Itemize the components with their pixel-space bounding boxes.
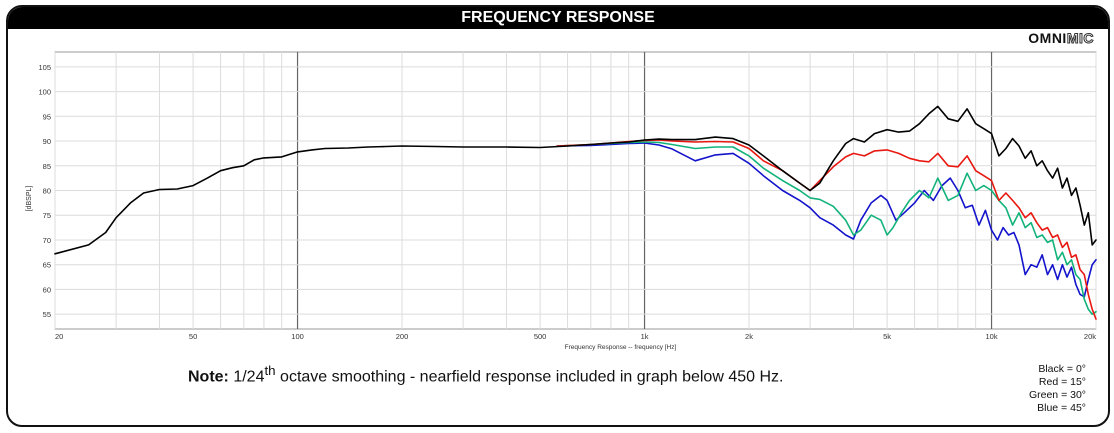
series-line-30deg: [556, 141, 1097, 315]
frequency-response-chart: 55 60 65 70 75 80 85 90 95 100 105 20 50 100 200 500 1k 2…: [26, 51, 1097, 351]
x-tick-label: 500: [534, 332, 547, 341]
x-tick-label: 1k: [641, 332, 649, 341]
y-tick-label: 80: [43, 187, 51, 196]
y-tick-label: 55: [43, 310, 51, 319]
logo-outline-text: MIC: [1066, 30, 1094, 47]
y-tick-label: 95: [43, 112, 51, 121]
note-text-pre: 1/24: [228, 368, 265, 386]
note-text: Note: 1/24th octave smoothing - nearfiel…: [188, 363, 783, 386]
legend-entry-blue: Blue = 45°: [1037, 402, 1086, 414]
series-line-0deg: [54, 105, 1097, 255]
x-tick-label: 50: [189, 332, 197, 341]
y-tick-label: 70: [43, 236, 51, 245]
y-tick-label: 100: [38, 88, 51, 97]
y-tick-label: 75: [43, 211, 51, 220]
y-tick-label: 85: [43, 162, 51, 171]
legend-entry-red: Red = 15°: [1038, 376, 1086, 388]
omnimic-logo: OMNIMIC: [1028, 30, 1094, 47]
series-line-15deg: [556, 139, 1097, 320]
y-tick-label: 60: [43, 285, 51, 294]
x-tick-label: 5k: [883, 332, 891, 341]
note-label: Note:: [188, 368, 229, 386]
y-tick-label: 65: [43, 261, 51, 270]
x-tick-label: 20: [55, 332, 63, 341]
x-axis-label: Frequency Response -- frequency [Hz]: [565, 344, 677, 351]
x-tick-label: 2k: [745, 332, 753, 341]
legend-entry-green: Green = 30°: [1028, 389, 1086, 401]
x-tick-label: 200: [396, 332, 409, 341]
x-tick-label: 10k: [985, 332, 997, 341]
y-axis-label: [dBSPL]: [26, 186, 33, 212]
y-tick-label: 90: [43, 137, 51, 146]
chart-frame: FREQUENCY RESPONSE OMNIMIC 55 60 65 70 75 80 8…: [6, 5, 1110, 427]
x-tick-label: 20k: [1084, 332, 1096, 341]
note-superscript: th: [264, 363, 276, 378]
logo-solid-text: OMNI: [1028, 30, 1067, 46]
note-text-post: octave smoothing - nearfield response in…: [275, 368, 784, 386]
y-tick-label: 105: [38, 63, 51, 72]
legend: Black = 0° Red = 15° Green = 30° Blue = …: [1029, 363, 1086, 415]
legend-entry-black: Black = 0°: [1038, 363, 1086, 375]
x-tick-label: 100: [291, 332, 304, 341]
chart-title: FREQUENCY RESPONSE: [8, 7, 1108, 29]
